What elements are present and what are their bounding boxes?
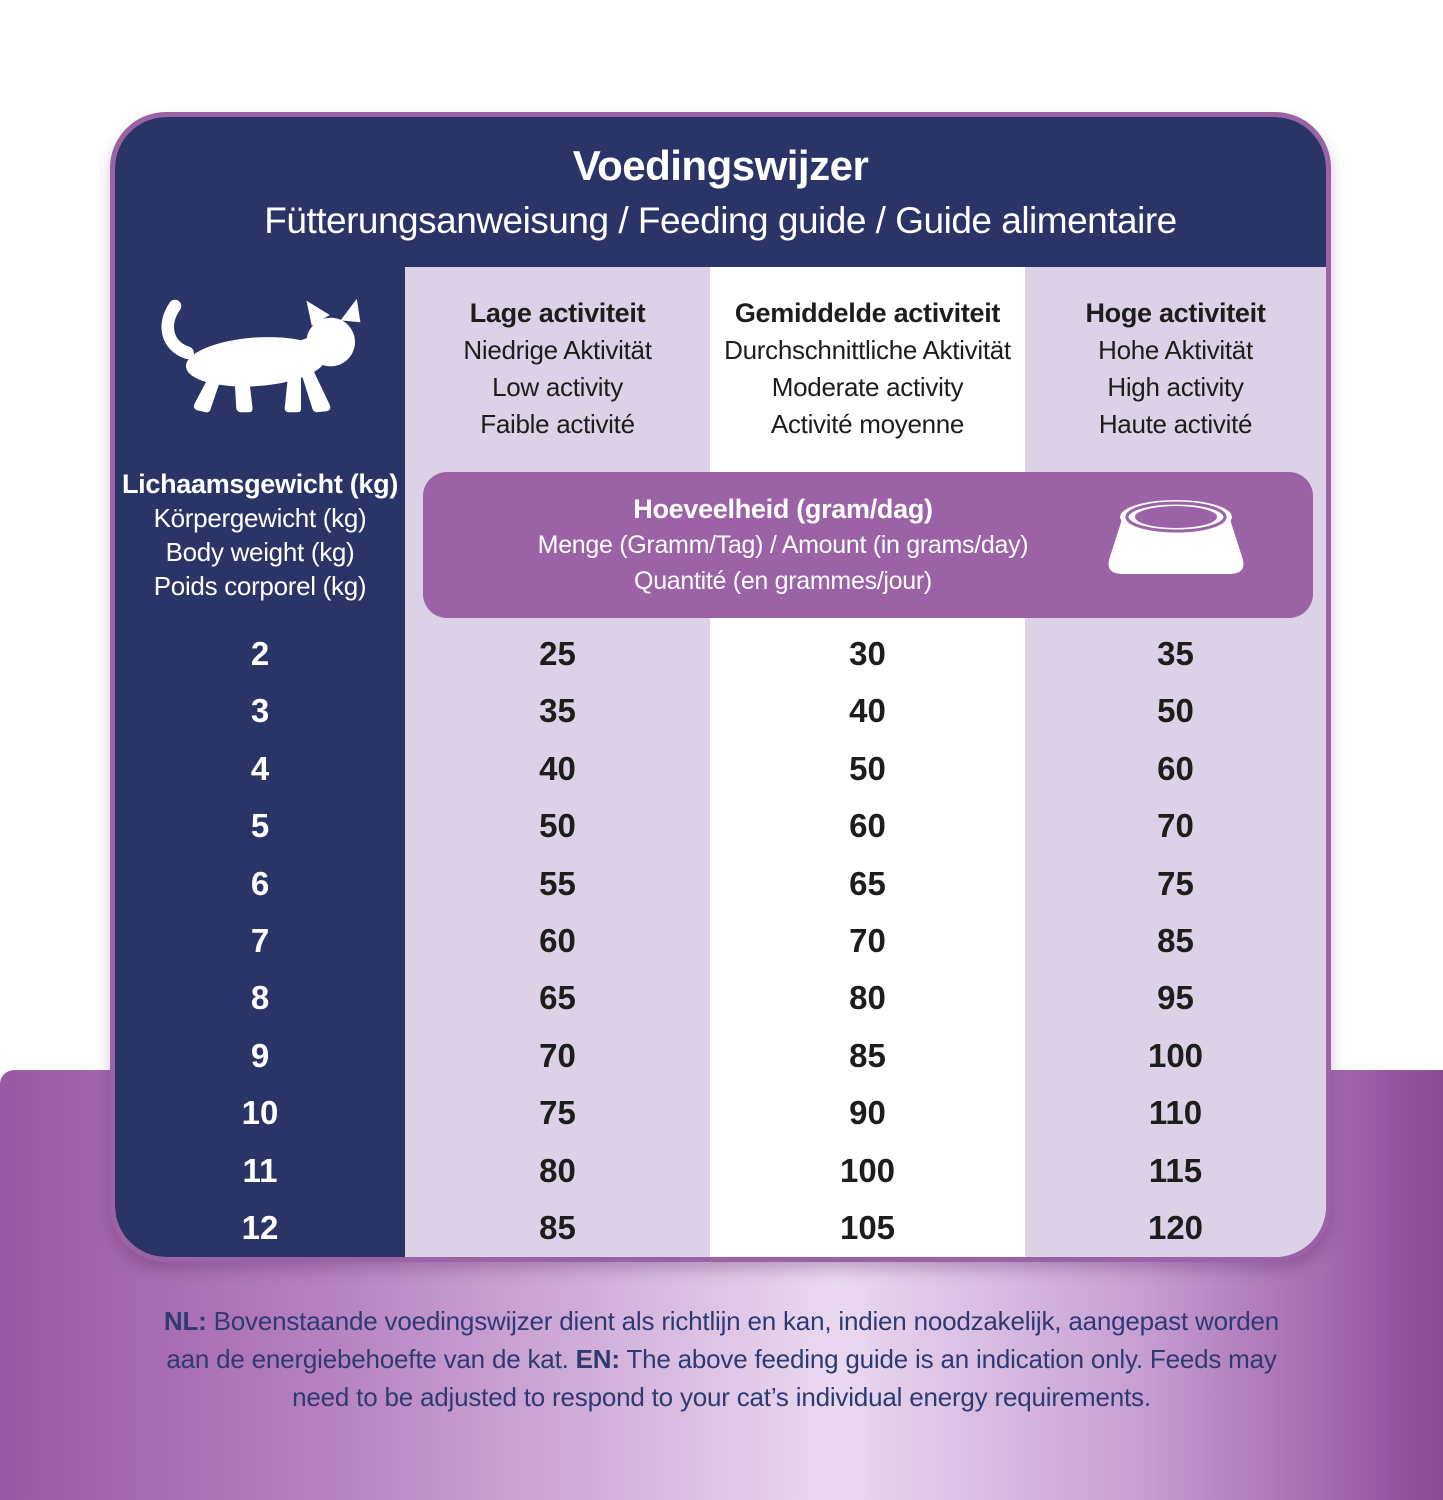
table-row: 6 55 65 75	[115, 855, 1326, 912]
table-row: 8 65 80 95	[115, 970, 1326, 1027]
low-cell: 85	[539, 1209, 576, 1247]
col-low-nl: Lage activiteit	[469, 297, 646, 328]
weight-cell: 11	[242, 1151, 278, 1189]
low-cell: 35	[539, 692, 576, 730]
moderate-cell: 50	[849, 749, 886, 787]
weight-label-fr: Poids corporel (kg)	[153, 571, 367, 601]
low-cell: 50	[539, 807, 576, 845]
weight-label-nl: Lichaamsgewicht (kg)	[121, 469, 399, 499]
moderate-cell: 100	[839, 1151, 896, 1189]
col-high-en: High activity	[1107, 371, 1244, 402]
weight-label-en: Body weight (kg)	[165, 537, 355, 567]
col-low-de: Niedrige Aktivität	[463, 334, 652, 365]
col-moderate-en: Moderate activity	[771, 371, 964, 402]
moderate-cell: 90	[849, 1094, 886, 1132]
weight-cell: 5	[250, 807, 270, 845]
low-cell: 55	[539, 864, 576, 902]
footer-note: NL: Bovenstaande voedingswijzer dient al…	[150, 1302, 1293, 1416]
table-row: 3 35 40 50	[115, 682, 1326, 739]
high-cell: 35	[1157, 634, 1194, 672]
amount-nl: Hoeveelheid (gram/dag)	[633, 494, 933, 524]
footer-nl-label: NL:	[163, 1306, 207, 1336]
col-high-de: Hohe Aktivität	[1098, 334, 1253, 365]
footer-nl-text: Bovenstaande voedingswijzer dient als ri…	[166, 1306, 1280, 1374]
low-cell: 80	[539, 1151, 576, 1189]
col-high-nl: Hoge activiteit	[1085, 297, 1266, 328]
table-row: 10 75 90 110	[115, 1085, 1326, 1142]
table-row: 11 80 100 115	[115, 1142, 1326, 1199]
weight-cell: 6	[250, 864, 270, 902]
weight-cell: 7	[250, 921, 270, 959]
footer-en-label: EN:	[575, 1344, 620, 1374]
high-cell: 100	[1147, 1036, 1204, 1074]
high-activity-column-bg	[1025, 267, 1326, 1257]
amount-banner: Hoeveelheid (gram/dag) Menge (Gramm/Tag)…	[423, 472, 1313, 618]
low-cell: 25	[539, 634, 576, 672]
weight-cell: 10	[241, 1094, 279, 1132]
col-moderate-de: Durchschnittliche Aktivität	[724, 334, 1011, 365]
low-activity-column-bg	[405, 267, 710, 1257]
page-title: Voedingswijzer	[572, 142, 869, 189]
high-cell: 60	[1157, 749, 1194, 787]
table-row: 12 85 105 120	[115, 1200, 1326, 1257]
weight-column-panel: Lichaamsgewicht (kg) Körpergewicht (kg) …	[115, 267, 405, 1257]
moderate-cell: 65	[849, 864, 886, 902]
low-cell: 70	[539, 1036, 576, 1074]
low-cell: 40	[539, 749, 576, 787]
weight-cell: 3	[250, 692, 270, 730]
table-row: 2 25 30 35	[115, 625, 1326, 682]
amount-banner-text: Hoeveelheid (gram/dag) Menge (Gramm/Tag)…	[463, 472, 1103, 618]
moderate-cell: 85	[849, 1036, 886, 1074]
card-header: Voedingswijzer Fütterungsanweisung / Fee…	[115, 117, 1326, 267]
high-cell: 85	[1157, 921, 1194, 959]
col-moderate-nl: Gemiddelde activiteit	[734, 297, 1001, 328]
col-low-en: Low activity	[492, 371, 623, 402]
low-cell: 65	[539, 979, 576, 1017]
table-row: 4 40 50 60	[115, 740, 1326, 797]
column-header-low-activity: Lage activiteit Niedrige Aktivität Low a…	[405, 267, 710, 470]
moderate-cell: 80	[849, 979, 886, 1017]
high-cell: 70	[1157, 807, 1194, 845]
high-cell: 50	[1157, 692, 1194, 730]
amount-fr: Quantité (en grammes/jour)	[634, 567, 932, 595]
column-header-moderate-activity: Gemiddelde activiteit Durchschnittliche …	[710, 267, 1025, 470]
page-subtitle: Fütterungsanweisung / Feeding guide / Gu…	[264, 200, 1177, 241]
cat-icon	[115, 297, 405, 432]
col-moderate-fr: Activité moyenne	[770, 408, 965, 439]
weight-cell: 2	[250, 634, 270, 672]
moderate-cell: 40	[849, 692, 886, 730]
moderate-cell: 60	[849, 807, 886, 845]
table-rows: 2 25 30 35 3 35 40 50 4 40 50 60 5 50 60…	[115, 625, 1326, 1257]
column-header-high-activity: Hoge activiteit Hohe Aktivität High acti…	[1025, 267, 1326, 470]
weight-cell: 9	[250, 1036, 270, 1074]
moderate-cell: 30	[849, 634, 886, 672]
footer-en-text: The above feeding guide is an indication…	[292, 1344, 1277, 1412]
weight-column-labels: Lichaamsgewicht (kg) Körpergewicht (kg) …	[115, 467, 405, 603]
table-row: 7 60 70 85	[115, 912, 1326, 969]
high-cell: 95	[1157, 979, 1194, 1017]
amount-de-en: Menge (Gramm/Tag) / Amount (in grams/day…	[537, 531, 1029, 559]
pet-bowl-icon	[1101, 500, 1251, 590]
high-cell: 120	[1147, 1209, 1204, 1247]
weight-label-de: Körpergewicht (kg)	[153, 503, 367, 533]
moderate-cell: 105	[839, 1209, 896, 1247]
weight-cell: 12	[241, 1209, 279, 1247]
moderate-cell: 70	[849, 921, 886, 959]
high-cell: 115	[1148, 1151, 1203, 1189]
low-cell: 60	[539, 921, 576, 959]
high-cell: 75	[1157, 864, 1194, 902]
high-cell: 110	[1148, 1094, 1203, 1132]
table-row: 9 70 85 100	[115, 1027, 1326, 1084]
table-row: 5 50 60 70	[115, 797, 1326, 854]
weight-cell: 8	[250, 979, 270, 1017]
col-low-fr: Faible activité	[480, 408, 635, 439]
weight-cell: 4	[250, 749, 270, 787]
feeding-guide-card: Lichaamsgewicht (kg) Körpergewicht (kg) …	[110, 112, 1331, 1262]
col-high-fr: Haute activité	[1098, 408, 1253, 439]
low-cell: 75	[539, 1094, 576, 1132]
